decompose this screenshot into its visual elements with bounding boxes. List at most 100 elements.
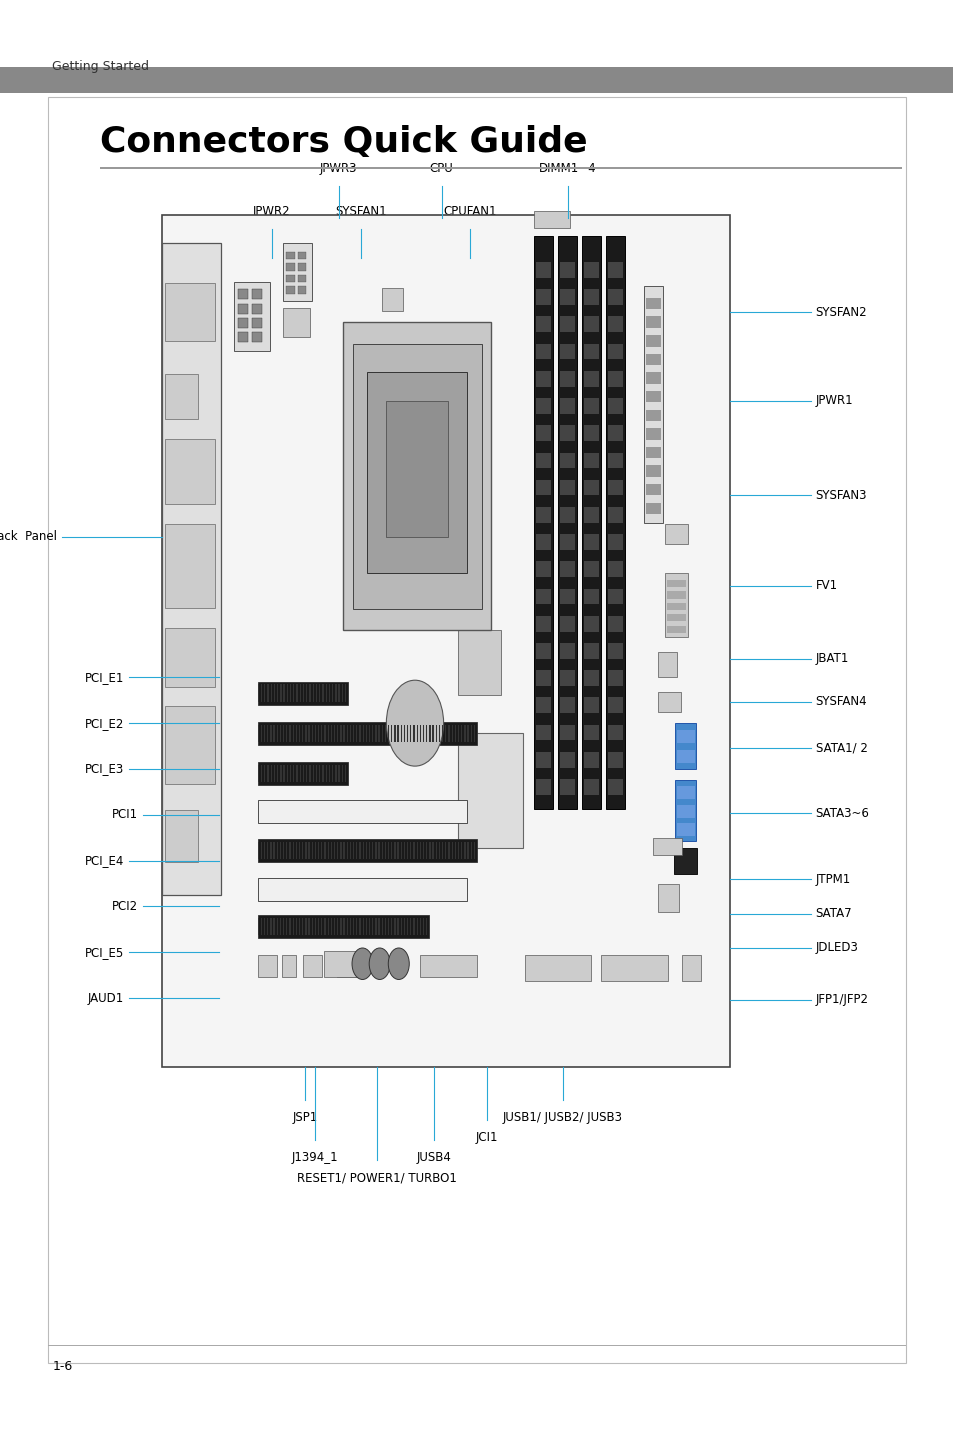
Bar [321,918,322,935]
Bar [367,372,467,573]
Bar [583,616,598,632]
Bar [397,918,398,935]
Bar [309,765,311,782]
Bar [365,918,367,935]
Bar [645,372,660,384]
Bar [305,842,306,859]
Bar [381,288,402,311]
Bar [583,480,598,495]
Bar [455,842,456,859]
Bar [318,765,320,782]
Text: SYSFAN2: SYSFAN2 [815,305,866,319]
Bar [162,243,221,895]
Bar [583,725,598,740]
Text: Getting Started: Getting Started [52,60,150,73]
Bar [313,684,314,702]
Text: JUSB4: JUSB4 [416,1151,451,1164]
Bar [237,289,248,299]
Bar [381,842,382,859]
Circle shape [352,948,373,979]
Bar [303,684,304,702]
Bar [559,561,575,577]
Bar [325,765,327,782]
Text: JAUD1: JAUD1 [88,991,124,1005]
Text: JPWR3: JPWR3 [319,162,357,175]
Bar [391,725,392,742]
Bar [315,684,316,702]
Bar [293,684,294,702]
Bar [353,918,354,935]
Bar [340,842,341,859]
Bar [559,697,575,713]
Bar [559,616,575,632]
Bar [346,725,348,742]
Bar [559,371,575,387]
Bar [675,780,696,841]
Text: SYSFAN1: SYSFAN1 [335,205,386,218]
Bar [257,878,467,901]
Bar [645,316,660,328]
Bar [267,725,268,742]
Bar [299,684,300,702]
Bar [607,752,622,768]
Bar [400,842,401,859]
Bar [457,842,458,859]
Bar [257,955,276,977]
Bar [378,918,379,935]
Text: PCI_E3: PCI_E3 [85,762,124,776]
Bar [336,955,357,977]
Bar [340,725,341,742]
Bar [264,725,265,742]
Bar [666,626,685,633]
Bar [353,842,354,859]
Bar [345,765,346,782]
Bar [388,725,389,742]
Bar [369,918,370,935]
Bar [267,684,269,702]
Bar [426,725,427,742]
Bar [312,725,313,742]
Bar [438,725,439,742]
Bar [441,842,443,859]
Bar [260,842,262,859]
Bar [607,697,622,713]
Bar [283,765,285,782]
Bar [658,884,679,912]
Bar [252,289,262,299]
Bar [298,918,300,935]
Bar [559,316,575,332]
Bar [645,354,660,365]
Bar [257,725,258,742]
Bar [455,725,456,742]
Bar [583,670,598,686]
Bar [298,842,300,859]
Bar [283,725,284,742]
Bar [394,842,395,859]
Bar [332,684,333,702]
Bar [293,725,294,742]
Bar [407,918,408,935]
Bar [365,725,367,742]
Bar [325,684,327,702]
Bar [270,725,272,742]
Bar [581,236,600,809]
Bar [329,765,330,782]
Bar [388,842,389,859]
Bar [457,630,500,695]
Text: JBAT1: JBAT1 [815,652,848,666]
Bar [607,779,622,795]
Bar [536,779,551,795]
Bar [271,684,272,702]
Bar [429,842,430,859]
Bar [165,524,215,609]
Bar [607,616,622,632]
Bar [407,725,408,742]
Bar [343,918,344,935]
Bar [536,752,551,768]
Bar [391,918,392,935]
Bar [536,589,551,604]
Bar [302,842,303,859]
Bar [372,918,373,935]
Bar [312,918,313,935]
Bar [312,842,313,859]
